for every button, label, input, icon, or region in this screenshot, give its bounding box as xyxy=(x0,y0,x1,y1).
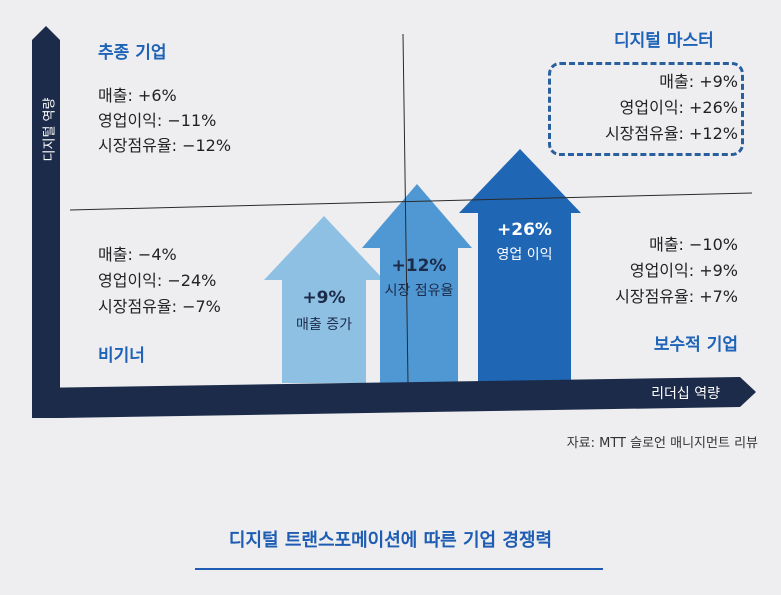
source-note: 자료: MTT 슬로언 매니지먼트 리뷰 xyxy=(566,436,758,451)
stat-conservatives-sales: 매출: −10% xyxy=(649,235,738,254)
arrow-profit-caption: 영업 이익 xyxy=(496,247,553,263)
quadrant-vertical-line xyxy=(402,33,409,384)
quadrant-title-conservatives: 보수적 기업 xyxy=(653,335,738,355)
arrow-label-sales: +9% 매출 증가 xyxy=(282,288,366,334)
stat-masters-sales: 매출: +9% xyxy=(659,72,738,91)
stat-beginners-sales: 매출: −4% xyxy=(98,245,177,264)
stat-masters-share: 시장점유율: +12% xyxy=(604,124,738,143)
y-axis-label: 디지털 역량 xyxy=(42,97,58,162)
highlight-box xyxy=(548,62,744,156)
y-axis-bar xyxy=(32,26,60,418)
arrow-operating-profit xyxy=(459,149,581,383)
stat-conservatives-share: 시장점유율: +7% xyxy=(615,287,738,306)
quadrant-title-beginners: 비기너 xyxy=(98,346,145,366)
stat-followers-share: 시장점유율: −12% xyxy=(98,136,232,155)
stat-conservatives-profit: 영업이익: +9% xyxy=(629,261,738,280)
arrow-label-operating-profit: +26% 영업 이익 xyxy=(478,220,571,264)
arrow-market-share xyxy=(362,184,472,383)
x-axis-label: 리더십 역량 xyxy=(651,386,720,402)
x-axis-bar xyxy=(32,377,756,418)
stat-beginners-profit: 영업이익: −24% xyxy=(98,271,217,290)
arrow-market-share-value: +12% xyxy=(391,256,447,276)
title-underline xyxy=(195,568,603,570)
arrow-market-share-caption: 시장 점유율 xyxy=(384,283,454,299)
arrow-sales-caption: 매출 증가 xyxy=(296,317,352,333)
stat-followers-sales: 매출: +6% xyxy=(98,86,177,105)
quadrant-title-followers: 추종 기업 xyxy=(98,43,167,63)
arrow-profit-value: +26% xyxy=(497,220,552,240)
quadrant-horizontal-line xyxy=(69,192,753,211)
stat-followers-profit: 영업이익: −11% xyxy=(98,111,217,130)
figure-title: 디지털 트랜스포메이션에 따른 기업 경쟁력 xyxy=(228,530,553,551)
stat-beginners-share: 시장점유율: −7% xyxy=(98,297,221,316)
arrow-sales-value: +9% xyxy=(302,288,346,308)
stat-masters-profit: 영업이익: +26% xyxy=(619,98,738,117)
arrow-sales xyxy=(264,216,384,383)
arrow-label-market-share: +12% 시장 점유율 xyxy=(378,256,460,300)
quadrant-title-digital-masters: 디지털 마스터 xyxy=(614,31,714,51)
